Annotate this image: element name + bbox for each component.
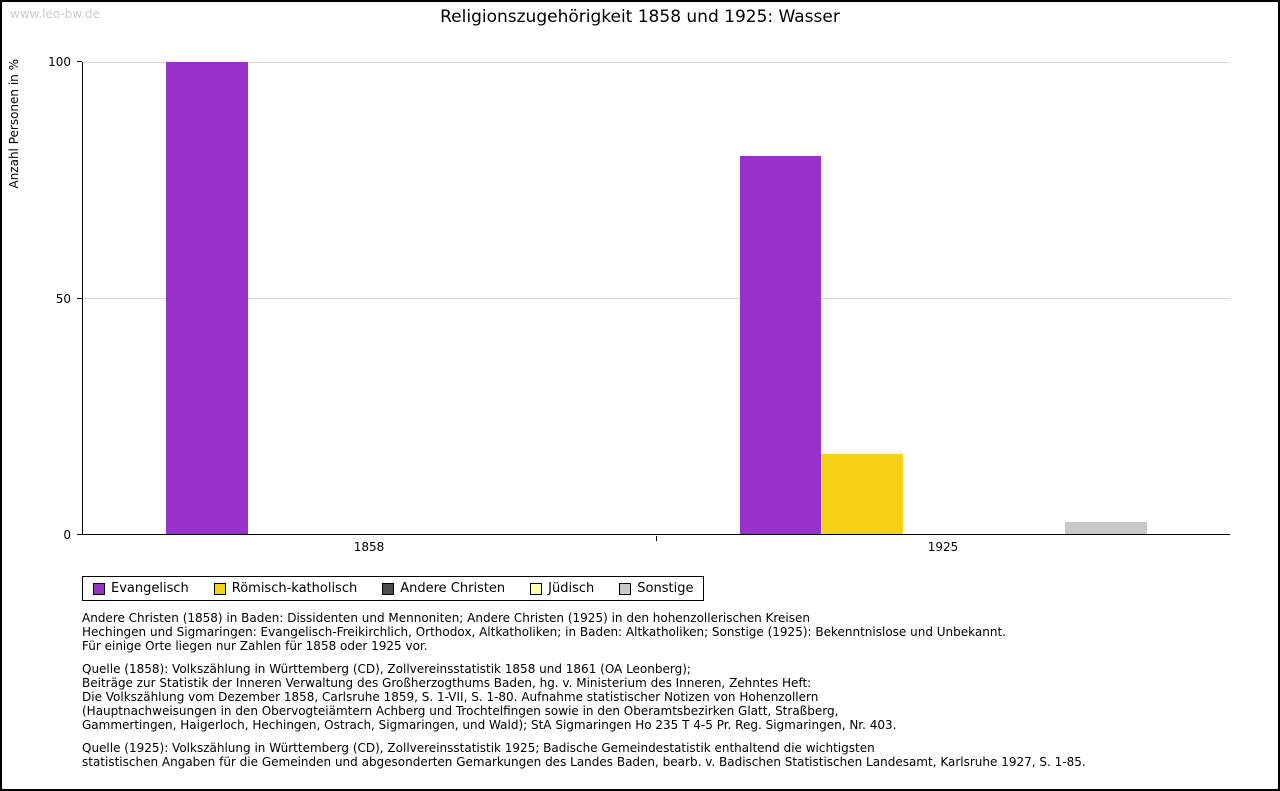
legend-item-sonstige: Sonstige (619, 581, 693, 596)
legend-swatch-jüdisch (530, 582, 543, 595)
watermark: www.leo-bw.de (10, 7, 100, 21)
legend-swatch-römisch-katholisch (213, 582, 226, 595)
x-axis-mid-tick (656, 536, 657, 541)
bar-slot-1858-evangelisch (166, 62, 248, 534)
bar-slot-1925-andere-christen (903, 62, 984, 534)
bar-groups (83, 62, 1230, 534)
bar-group-1925 (657, 62, 1231, 534)
x-tick-label-1858: 1858 (353, 540, 385, 554)
bar-1925-evangelisch (739, 156, 822, 534)
bar-group-1858 (83, 62, 657, 534)
bar-slot-1858-jüdisch (410, 62, 491, 534)
footnotes: Andere Christen (1858) in Baden: Disside… (82, 611, 1086, 769)
legend-label-sonstige: Sonstige (637, 581, 694, 596)
legend-item-jüdisch: Jüdisch (530, 581, 594, 596)
legend: Evangelisch Römisch-katholisch Andere Chri… (82, 576, 705, 601)
footnote-paragraph-3: Quelle (1925): Volkszählung in Württembe… (82, 741, 1086, 769)
bar-slot-1858-römisch-katholisch (248, 62, 329, 534)
bar-slot-1925-römisch-katholisch (821, 62, 903, 534)
footnote-paragraph-2: Quelle (1858): Volkszählung in Württembe… (82, 662, 897, 732)
bar-slot-1925-sonstige (1065, 62, 1147, 534)
legend-item-andere-christen: Andere Christen (382, 581, 505, 596)
y-tick-mark-50 (77, 297, 82, 299)
x-tick-label-1925: 1925 (927, 540, 959, 554)
legend-item-römisch-katholisch: Römisch-katholisch (213, 581, 358, 596)
x-axis: 1858 1925 (82, 536, 1230, 556)
legend-swatch-evangelisch (93, 582, 105, 595)
gridline-50 (83, 298, 1230, 299)
bar-group-inner-1925 (739, 62, 1147, 534)
legend-swatch-andere-christen (382, 582, 395, 595)
bar-1858-evangelisch (166, 62, 248, 534)
footnote-paragraph-1: Andere Christen (1858) in Baden: Disside… (82, 611, 1006, 653)
y-tick-mark-100 (77, 61, 82, 62)
legend-label-jüdisch: Jüdisch (548, 581, 595, 596)
plot-area (82, 62, 1230, 535)
legend-label-andere-christen: Andere Christen (400, 581, 506, 596)
bar-group-inner-1858 (166, 62, 573, 534)
y-tick-label-0: 0 (63, 528, 71, 542)
legend-label-römisch-katholisch: Römisch-katholisch (231, 581, 358, 596)
y-tick-label-50: 50 (55, 291, 71, 306)
chart-title: Religionszugehörigkeit 1858 und 1925: Wa… (440, 7, 840, 27)
y-tick-label-100: 100 (48, 55, 71, 69)
bar-slot-1925-evangelisch (739, 62, 822, 534)
bar-slot-1925-jüdisch (984, 62, 1065, 534)
gridline-100 (83, 62, 1230, 63)
y-tick-mark-0 (77, 534, 82, 535)
y-axis: 0 50 100 (2, 55, 82, 542)
bar-slot-1858-andere-christen (329, 62, 410, 534)
bar-1925-sonstige (1065, 522, 1147, 534)
legend-swatch-sonstige (619, 582, 632, 595)
legend-label-evangelisch: Evangelisch (111, 581, 189, 596)
bar-1925-römisch-katholisch (821, 453, 903, 534)
legend-item-evangelisch: Evangelisch (93, 581, 189, 596)
bar-slot-1858-sonstige (492, 62, 573, 534)
